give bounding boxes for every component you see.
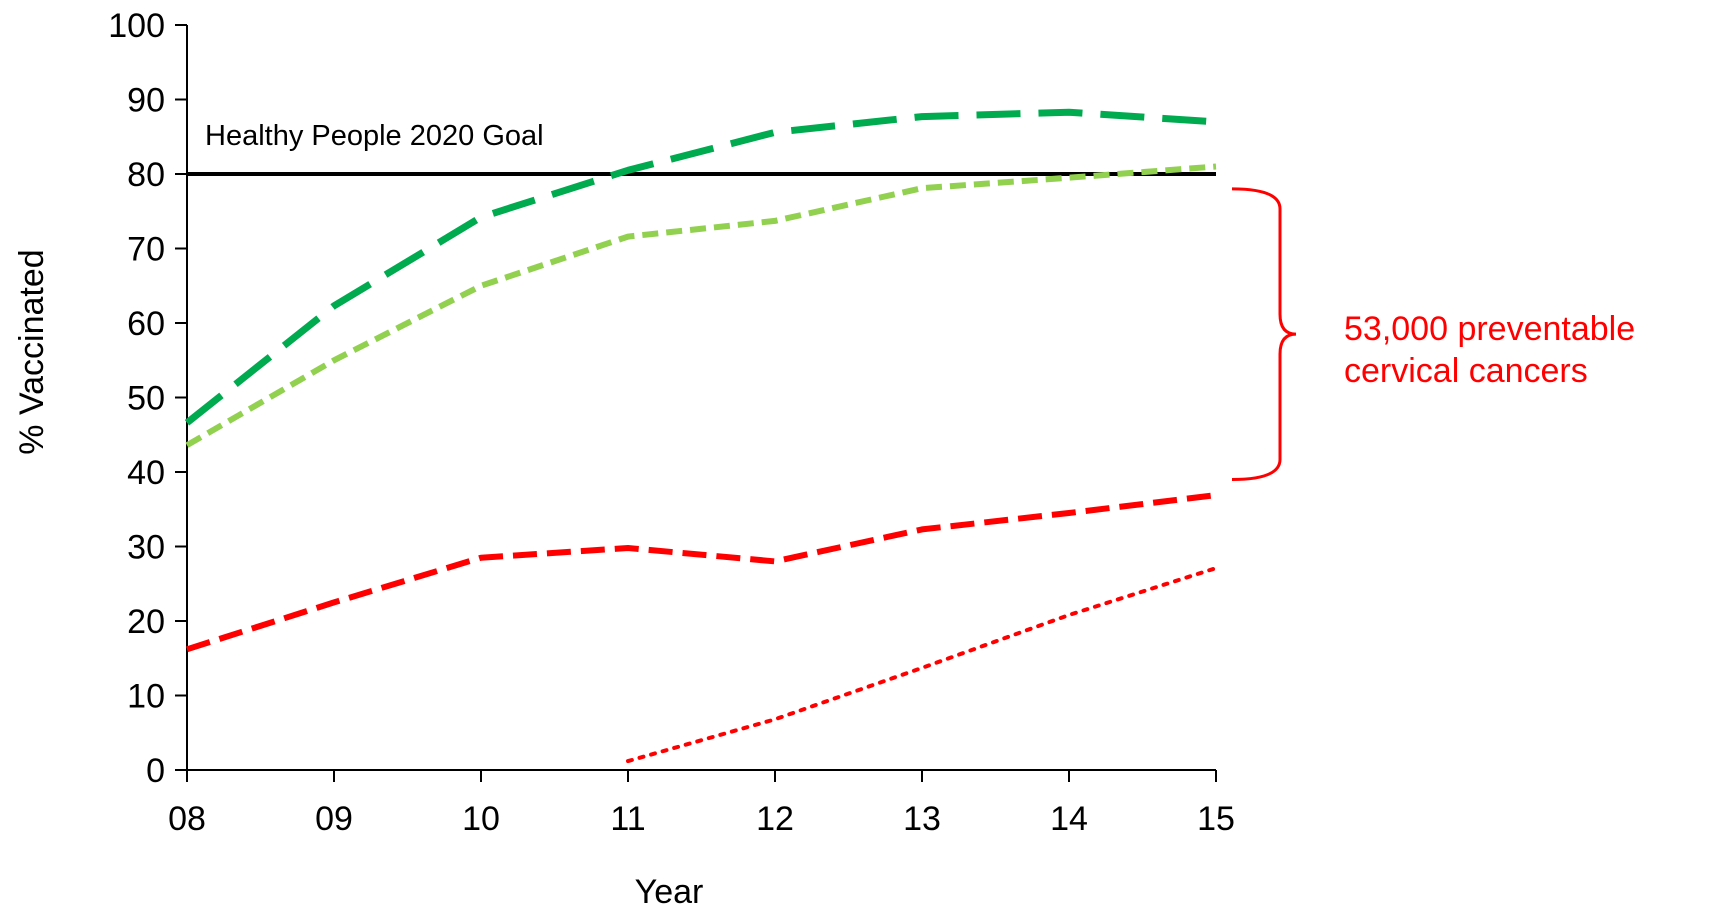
x-tick-label: 09 [315,800,353,838]
y-tick-label: 90 [127,82,165,120]
x-tick-label: 15 [1197,800,1235,838]
goal-label: Healthy People 2020 Goal [205,120,544,152]
annotation: 53,000 preventable cervical cancers [1231,187,1635,481]
x-tick-label: 08 [168,800,206,838]
series-line-4 [626,566,1218,764]
annotation-bracket [1231,187,1297,481]
y-tick-label: 70 [127,231,165,269]
x-ticks: 08 09 10 11 12 13 14 15 [168,770,1235,838]
y-axis-title: % Vaccinated [13,249,51,454]
y-tick-label: 80 [127,156,165,194]
series-line-3 [186,492,1217,653]
y-tick-label: 50 [127,380,165,418]
x-tick-label: 11 [610,800,645,838]
y-ticks: 0 10 20 30 40 50 60 70 80 90 100 [108,7,187,790]
series-group [184,108,1218,764]
annotation-text: 53,000 preventable [1344,310,1635,348]
goal-reference: Healthy People 2020 Goal [187,120,1216,176]
x-tick-label: 13 [903,800,941,838]
y-tick-label: 20 [127,603,165,641]
x-axis-title: Year [635,873,704,910]
series-line-2 [185,163,1217,448]
y-tick-label: 0 [146,752,165,790]
y-tick-label: 10 [127,678,165,716]
x-tick-label: 14 [1050,800,1088,838]
series-line-1 [184,108,1217,426]
y-tick-label: 30 [127,529,165,567]
x-tick-label: 12 [756,800,794,838]
annotation-text: cervical cancers [1344,352,1588,390]
x-tick-label: 10 [462,800,500,838]
y-tick-label: 40 [127,454,165,492]
y-tick-label: 60 [127,305,165,343]
y-tick-label: 100 [108,7,165,45]
